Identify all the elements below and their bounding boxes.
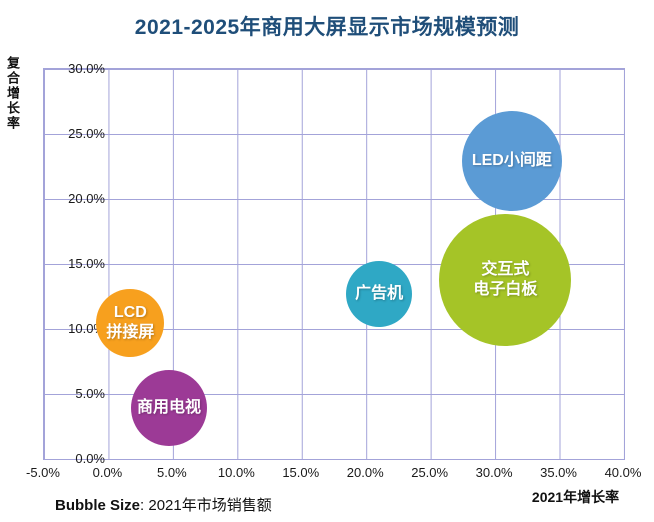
plot-area: 0.0% 5.0% 10.0% 15.0% 20.0% 25.0% 30.0% LCD 拼接屏商… <box>43 61 625 466</box>
y-tick-label: 30.0% <box>68 61 105 76</box>
y-tick-label: 15.0% <box>68 256 105 271</box>
x-tick-label: 40.0% <box>604 465 642 480</box>
y-tick-label: 20.0% <box>68 191 105 206</box>
bubble-label: LCD 拼接屏 <box>106 303 155 341</box>
bubble: LCD 拼接屏 <box>96 288 165 357</box>
x-tick-label: 35.0% <box>540 465 577 480</box>
chart-title: 2021-2025年商用大屏显示市场规模预测 <box>134 16 520 39</box>
bubble-size-note: Bubble Size: 2021年市场销售额 <box>55 494 272 515</box>
x-tick-label: 5.0% <box>157 465 187 480</box>
x-axis-title: 2021年增长率 <box>531 489 620 505</box>
y-tick-label: 5.0% <box>75 386 105 401</box>
y-tick-label: 25.0% <box>68 126 105 141</box>
bubble-label: 商用电视 <box>137 399 202 417</box>
bubble: LED小间距 <box>461 111 562 212</box>
x-tick-label: 15.0% <box>282 465 320 480</box>
bubble-label: LED小间距 <box>471 152 552 170</box>
x-tick-label: 0.0% <box>92 465 123 480</box>
bubble-label: 广告机 <box>355 284 404 302</box>
x-tick-label: -5.0% <box>26 465 60 480</box>
x-tick-label: 20.0% <box>346 465 384 480</box>
bubble: 广告机 <box>346 260 413 327</box>
y-axis-title: 复合增长率 <box>5 56 20 131</box>
x-tick-label: 30.0% <box>475 465 513 480</box>
y-tick-label: 0.0% <box>75 451 105 466</box>
bubble: 交互式 电子白板 <box>439 213 572 346</box>
y-tick-label: 10.0% <box>68 321 105 336</box>
x-tick-label: 25.0% <box>411 465 449 480</box>
x-tick-label: 10.0% <box>217 465 255 480</box>
bubble: 商用电视 <box>131 370 208 447</box>
bubble-size-note-rest: : 2021年市场销售额 <box>140 497 272 514</box>
bubble-size-note-bold: Bubble Size <box>55 497 141 514</box>
bubble-label: 交互式 电子白板 <box>473 260 538 298</box>
